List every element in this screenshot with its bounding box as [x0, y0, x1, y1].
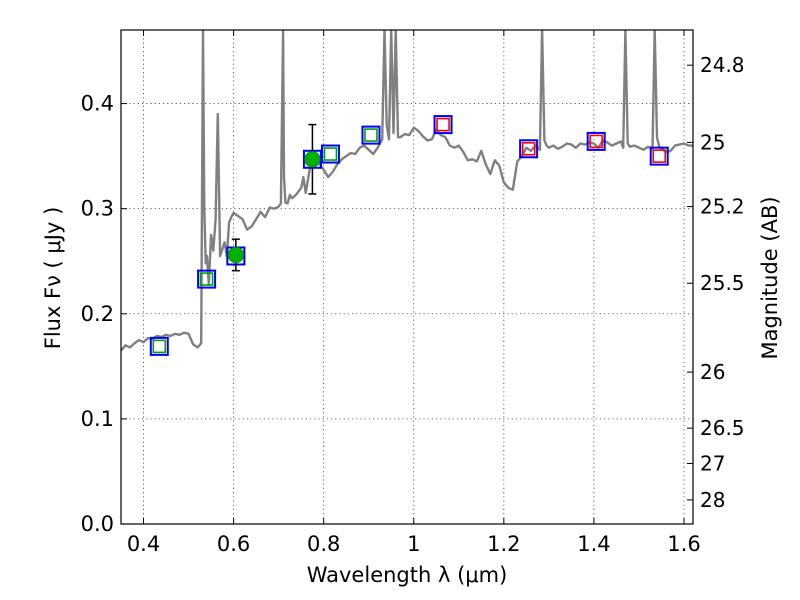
- model-photometry-square-blue: [519, 139, 539, 159]
- plot-frame: [120, 29, 694, 525]
- x-axis-label: Wavelength λ (μm): [307, 563, 508, 587]
- model-photometry-square-blue: [197, 269, 217, 289]
- model-photometry-square-red: [521, 141, 536, 156]
- y2-tick-label: 27: [700, 452, 725, 476]
- y2-tick-label: 28: [700, 488, 725, 512]
- y2-tick-label: 25: [700, 130, 725, 154]
- model-photometry-square-blue: [649, 146, 669, 166]
- x-tick-label: 0.6: [217, 532, 250, 556]
- y2-tick-label: 24.8: [700, 53, 745, 77]
- y2-tick-label: 26.5: [700, 416, 745, 440]
- y-tick-label: 0.4: [81, 92, 114, 116]
- x-tick-label: 1.2: [487, 532, 520, 556]
- model-photometry-square-red: [436, 117, 450, 132]
- y-axis: 0.0 0.1 0.2 0.3 0.4: [81, 92, 127, 536]
- model-photometry-square-red: [589, 134, 603, 149]
- y-tick-label: 0.2: [81, 302, 114, 326]
- y-tick-label: 0.3: [81, 197, 114, 221]
- model-photometry-square-green: [199, 272, 214, 286]
- x-tick-label: 0.8: [307, 532, 340, 556]
- model-photometry-square-green: [152, 339, 167, 354]
- model-photometry-square-green: [364, 128, 378, 142]
- model-photometry-square-blue: [320, 144, 340, 164]
- model-photometry-square-red: [652, 149, 667, 163]
- x-tick-label: 1.4: [577, 532, 610, 556]
- x-axis: 0.4 0.6 0.8 1 1.2 1.4 1.6: [127, 30, 701, 556]
- model-photometry-square-green: [323, 147, 338, 161]
- model-photometry-square-blue: [433, 115, 453, 135]
- y2-tick-label: 25.5: [700, 271, 745, 295]
- model-photometry-square-blue: [149, 336, 169, 356]
- y-axis-label: Flux Fν ( μJy ): [41, 207, 65, 350]
- y-tick-label: 0.0: [81, 512, 114, 536]
- y2-tick-label: 25.2: [700, 195, 745, 219]
- observed-photometry-point: [227, 246, 245, 264]
- x-tick-label: 1.6: [667, 532, 700, 556]
- x-tick-label: 1: [407, 532, 420, 556]
- y2-axis-label: Magnitude (AB): [758, 196, 782, 359]
- x-tick-label: 0.4: [127, 532, 160, 556]
- y-tick-label: 0.1: [81, 407, 114, 431]
- observed-photometry-point: [304, 151, 321, 168]
- plot-area: [121, 30, 693, 356]
- model-photometry-square-blue: [361, 125, 381, 145]
- y2-tick-label: 26: [700, 360, 725, 384]
- model-photometry-square-blue: [586, 131, 606, 151]
- y2-axis: 24.8 25 25.2 25.5 26 26.5 27 28: [687, 53, 745, 512]
